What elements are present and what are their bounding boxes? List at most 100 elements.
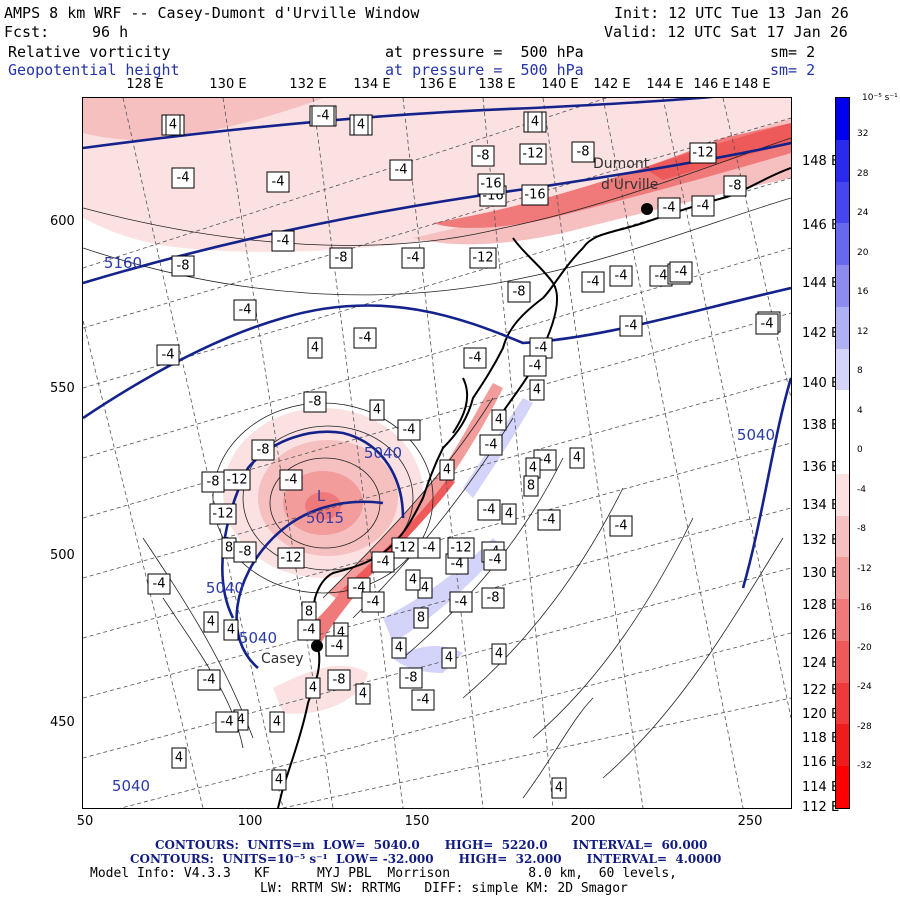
vorticity-value: -4 xyxy=(403,423,416,438)
vorticity-value: -4 xyxy=(153,577,166,592)
vorticity-value: -4 xyxy=(272,175,285,190)
vorticity-value-box: 4 xyxy=(353,114,369,136)
colorbar-segment xyxy=(836,139,849,182)
vorticity-value-box: -8 xyxy=(303,391,327,413)
vorticity-value: -4 xyxy=(587,275,600,290)
vorticity-value: -4 xyxy=(423,541,436,556)
vorticity-value-box: -8 xyxy=(507,281,531,303)
vorticity-value-box: -16 xyxy=(521,184,549,206)
vorticity-value-box: -4 xyxy=(389,159,413,181)
vorticity-value-box: -8 xyxy=(171,255,195,277)
vorticity-value-box: -4 xyxy=(215,711,239,733)
field1-smoothing: sm= 2 xyxy=(770,43,816,61)
vorticity-value: 8 xyxy=(527,479,535,494)
vorticity-value-box: -12 xyxy=(223,469,251,491)
top-longitude-label: 134 E xyxy=(353,77,391,92)
vorticity-value-box: -4 xyxy=(463,347,487,369)
right-longitude-label: 140 E xyxy=(802,376,840,391)
vorticity-value: 4 xyxy=(443,463,451,478)
field2-smoothing: sm= 2 xyxy=(770,61,816,79)
vorticity-value: -4 xyxy=(697,199,710,214)
colorbar-tick: 4 xyxy=(857,405,863,416)
colorbar-tick: -20 xyxy=(857,642,872,653)
vorticity-value: 4 xyxy=(237,713,245,728)
vorticity-value: -4 xyxy=(483,503,496,518)
stations: Dumont d'Urville Casey xyxy=(261,156,658,667)
right-longitude-label: 136 E xyxy=(802,460,840,475)
colorbar-segment xyxy=(836,348,849,391)
vorticity-value: 4 xyxy=(495,413,503,428)
vorticity-value-box: -4 xyxy=(279,469,303,491)
vorticity-value: -4 xyxy=(469,351,482,366)
vorticity-value-box: 8 xyxy=(413,607,429,629)
casey-label: Casey xyxy=(261,651,304,667)
vorticity-value-box: -8 xyxy=(481,587,505,609)
vorticity-value-box: -8 xyxy=(571,141,595,163)
height-labels: 5160 5040 5040 5040 5040 5040 xyxy=(104,254,775,795)
forecast-label: Fcst: xyxy=(4,23,50,41)
y-axis-tick: 550 xyxy=(50,381,75,396)
vorticity-value-box: -12 xyxy=(689,142,717,164)
x-axis-tick: 200 xyxy=(570,814,596,829)
vorticity-value: -4 xyxy=(162,348,175,363)
vorticity-value: -8 xyxy=(309,395,322,410)
vorticity-value-box: -8 xyxy=(399,667,423,689)
vorticity-shading xyxy=(83,98,791,714)
vorticity-value-box: -4 xyxy=(657,197,681,219)
top-longitude-label: 138 E xyxy=(478,77,516,92)
vorticity-value: -12 xyxy=(522,147,543,162)
colorbar-tick: 0 xyxy=(857,445,863,455)
vorticity-value: -4 xyxy=(331,639,344,654)
vorticity-value-box: 4 xyxy=(501,503,517,525)
colorbar-tick: 24 xyxy=(857,208,869,218)
vorticity-value: -4 xyxy=(203,673,216,688)
vorticity-value-box: 4 xyxy=(223,619,239,641)
height-label: 5040 xyxy=(239,629,277,647)
vorticity-value-box: -4 xyxy=(609,515,633,537)
vorticity-value-box: -4 xyxy=(397,419,421,441)
vorticity-value: -8 xyxy=(577,145,590,160)
vorticity-value: 4 xyxy=(505,507,513,522)
vorticity-value-box: 4 xyxy=(269,711,285,733)
vorticity-value-box: -4 xyxy=(233,299,257,321)
vorticity-value: -4 xyxy=(417,693,430,708)
x-axis-tick: 250 xyxy=(737,814,763,829)
init-time: Init: 12 UTC Tue 13 Jan 26 xyxy=(614,4,849,22)
vorticity-value-box: 4 xyxy=(203,611,219,633)
vorticity-value-box: -4 xyxy=(691,195,715,217)
vorticity-value-box: -16 xyxy=(477,173,505,195)
vorticity-value-box: -4 xyxy=(171,167,195,189)
right-longitude-label: 122 E xyxy=(802,683,840,698)
vorticity-value: -4 xyxy=(625,319,638,334)
vorticity-value-box: -8 xyxy=(201,471,225,493)
x-axis-tick: 100 xyxy=(237,814,263,829)
vorticity-value: -4 xyxy=(761,317,774,332)
vorticity-value-box: -4 xyxy=(417,537,441,559)
top-longitude-label: 136 E xyxy=(419,77,457,92)
vorticity-value-box: -4 xyxy=(755,313,779,335)
vorticity-value: 4 xyxy=(445,651,453,666)
vorticity-value-box: -4 xyxy=(581,271,605,293)
vorticity-value: -8 xyxy=(207,475,220,490)
right-longitude-label: 134 E xyxy=(802,498,840,513)
vorticity-value-box: 4 xyxy=(525,457,541,479)
vorticity-value: -4 xyxy=(303,623,316,638)
vorticity-value-box: -4 xyxy=(271,230,295,252)
colorbar-tick: 32 xyxy=(857,129,869,139)
vorticity-value: -8 xyxy=(239,545,252,560)
y-axis-tick: 450 xyxy=(50,715,75,730)
vorticity-value-box: 4 xyxy=(551,777,567,799)
y-axis-tick: 600 xyxy=(50,214,75,229)
vorticity-value-box: -4 xyxy=(197,669,221,691)
top-longitude-label: 128 E xyxy=(126,77,164,92)
vorticity-value-box: 4 xyxy=(569,447,585,469)
vorticity-value-box: 4 xyxy=(405,569,421,591)
vorticity-value-box: -12 xyxy=(277,547,305,569)
height-label: 5040 xyxy=(364,444,402,462)
vorticity-value: -4 xyxy=(675,265,688,280)
vorticity-value-box: -4 xyxy=(619,315,643,337)
vorticity-value-box: -4 xyxy=(401,247,425,269)
vorticity-value: 4 xyxy=(359,687,367,702)
colorbar-tick: 8 xyxy=(857,366,863,376)
vorticity-value: -4 xyxy=(407,251,420,266)
